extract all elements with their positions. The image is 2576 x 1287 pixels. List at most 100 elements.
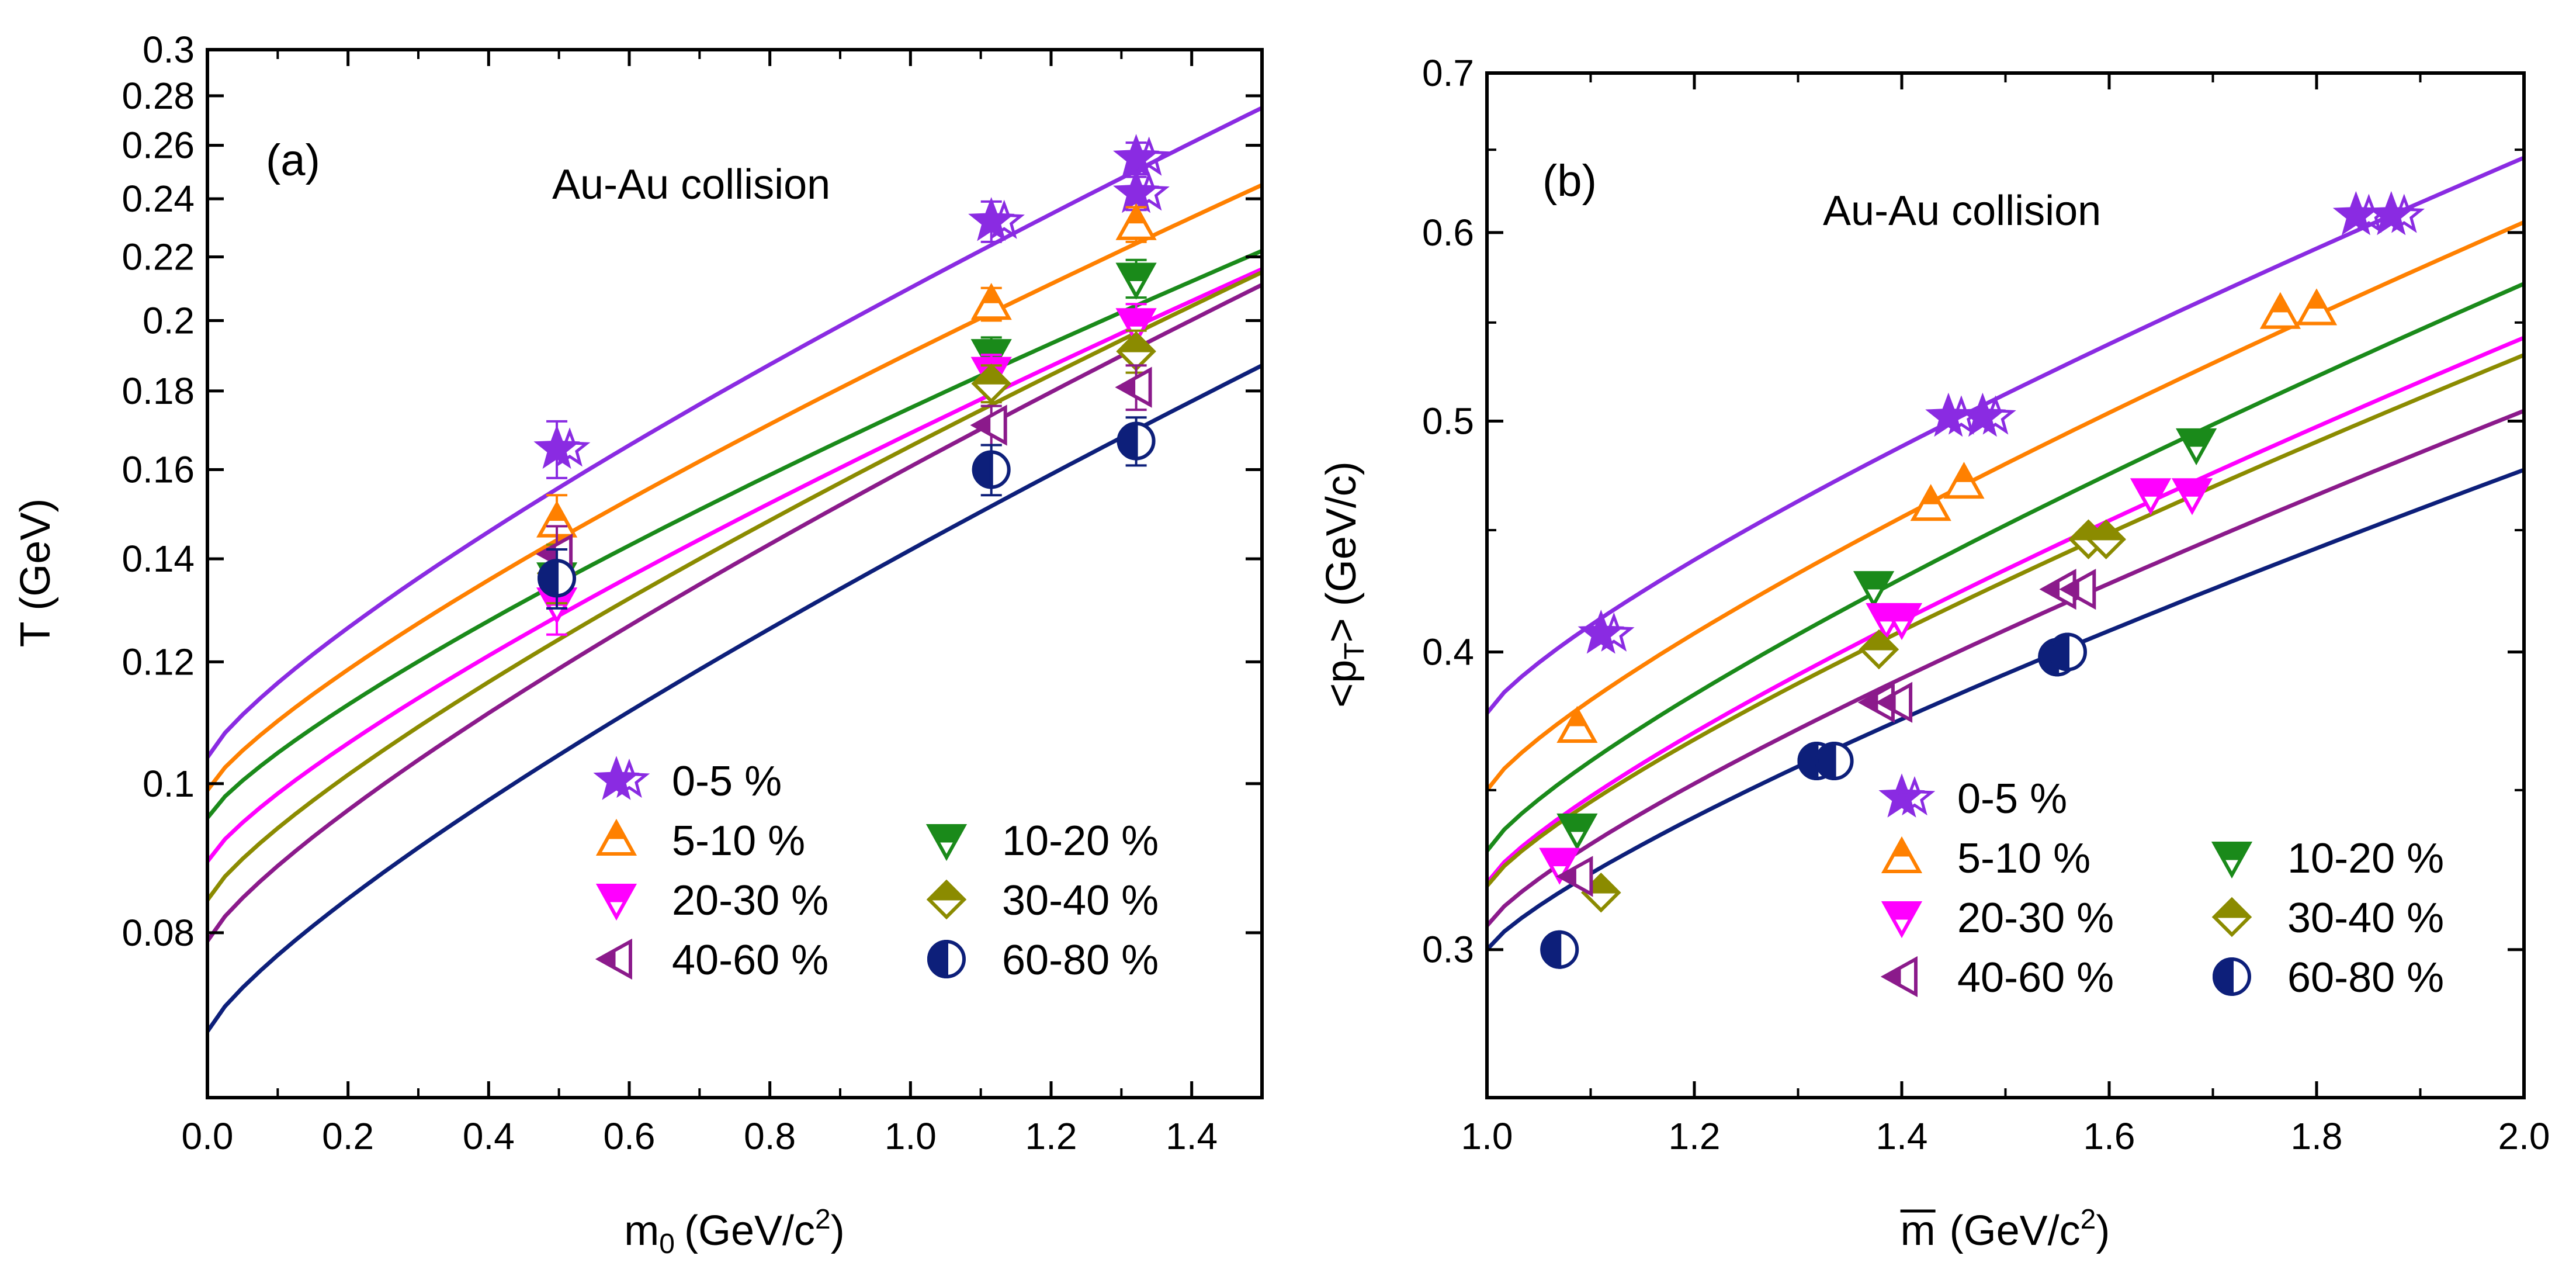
panel-a-data-point-shape-half	[1117, 263, 1156, 281]
panel-a-legend-label: 40-60 %	[672, 937, 828, 984]
panel-a-xtick-label: 0.6	[604, 1115, 656, 1157]
panel-b-data-point	[2176, 428, 2217, 466]
panel-b-data-point-shape-half	[2041, 578, 2060, 601]
panel-a-data-point	[970, 283, 1012, 320]
panel-b-legend-label: 0-5 %	[1957, 776, 2067, 822]
panel-a-legend-marker	[925, 824, 968, 862]
panel-a-xtick-label: 0.2	[322, 1115, 374, 1157]
panel-a-x-axis-title: m0 (GeV/c2)	[624, 1204, 844, 1260]
panel-a-data-point-shape-half	[1117, 421, 1138, 461]
panel-a-ytick-label: 0.16	[122, 449, 195, 491]
panel-a-data-point	[971, 364, 1011, 404]
panel-a-legend: 0-5 % 5-10 % 10-20 % 20-30 % 30-40 % 40-60 % 6…	[593, 756, 1159, 984]
panel-b-data-point	[1556, 856, 1593, 897]
panel-a-data-point-shape-open	[1128, 136, 1170, 176]
panel-b-label: (b)	[1542, 156, 1597, 206]
panel-b-xtick-label: 1.8	[2291, 1115, 2343, 1157]
panel-b-data-point-shape-half	[1921, 485, 1940, 504]
panel-b-data-point-shape-half	[1797, 741, 1819, 781]
panel-a-data-point	[1115, 203, 1157, 240]
panel-a-xtick-label: 0.8	[744, 1115, 796, 1157]
panel-a-label: (a)	[266, 136, 320, 185]
panel-b-data-point-shape-half	[1568, 707, 1587, 726]
panel-a-data-point	[1112, 168, 1170, 213]
panel-a-legend-marker	[926, 879, 967, 920]
panel-a-legend-marker-shape-open	[608, 758, 650, 798]
panel-a-fit-line	[206, 283, 1263, 943]
panel-b-data-point-shape-half	[2048, 632, 2069, 672]
panel-a-data-point-shape-half	[1117, 309, 1156, 327]
panel-b-xtick-label: 1.0	[1461, 1115, 1513, 1157]
panel-b-data-point	[2059, 569, 2096, 610]
panel-a-y-axis-title: T (GeV)	[12, 499, 59, 648]
panel-a-data-point	[1116, 331, 1156, 372]
panel-b-xtick-label: 2.0	[2498, 1115, 2550, 1157]
panel-b-data-point-shape-half	[2270, 293, 2290, 313]
panel-b-data-point-shape-half	[2131, 479, 2170, 497]
panel-a-data-point-shape-half	[972, 450, 993, 489]
panel-b-data-point-shape-half	[1954, 463, 1974, 482]
panel-b-data-point	[2171, 478, 2213, 516]
panel-a-data-point	[970, 404, 1007, 446]
panel-a-fit-line	[206, 248, 1263, 819]
panel-b-data-point	[1556, 813, 1598, 851]
panel-a-legend-marker	[595, 818, 637, 856]
panel-b-data-point-shape-half	[1540, 930, 1562, 969]
panel-a-ytick-label: 0.26	[122, 124, 195, 167]
panel-a-data-point-shape-open	[549, 427, 591, 467]
panel-a-data-point-shape-half	[538, 559, 559, 598]
panel-a-legend-marker	[593, 756, 650, 800]
panel-b-data-point	[1910, 484, 1951, 521]
panel-b-legend-label: 5-10 %	[1957, 835, 2090, 882]
panel-b-fit-line	[1485, 409, 2525, 928]
panel-a-xtick-label: 1.0	[885, 1115, 937, 1157]
panel-a: 0.0 0.2 0.4 0.6 0.8 1.0 1.2 1.4 0.08 0.1 0.12 0.14 0…	[12, 29, 1264, 1260]
panel-a-data-point	[533, 424, 591, 469]
panel-b-legend-label: 20-30 %	[1957, 895, 2114, 942]
panel-b-xtick-label: 1.2	[1669, 1115, 1721, 1157]
panel-b: 1.0 1.2 1.4 1.6 1.8 2.0 0.3 0.4 0.5 0.6 0.7 (b) Au…	[1318, 52, 2550, 1254]
panel-b-data-point-shape-half	[1815, 741, 1836, 781]
panel-b-legend-marker-shape-open	[1894, 776, 1936, 816]
panel-b-legend-marker-shape-half	[1882, 902, 1921, 920]
panel-b-data-point	[1815, 741, 1854, 781]
panel-b-data-point	[1881, 603, 1923, 641]
panel-b-legend-marker	[1880, 956, 1918, 998]
panel-a-legend-marker	[595, 884, 637, 921]
panel-b-data-point-shape-half	[1854, 572, 1893, 590]
panel-a-data-point	[1115, 262, 1157, 300]
panel-b-ytick-label: 0.4	[1422, 631, 1474, 673]
panel-a-ytick-label: 0.3	[143, 29, 195, 71]
panel-a-annotation: Au-Au collision	[552, 161, 830, 208]
panel-b-fit-line	[1485, 468, 2525, 952]
panel-b-data-point-shape-half	[2307, 290, 2326, 309]
panel-a-legend-marker-shape-half	[597, 884, 636, 902]
panel-a-data-point-shape-half	[547, 502, 566, 521]
panel-b-legend-marker-shape-half	[1882, 965, 1901, 988]
panel-a-legend-marker	[927, 939, 966, 979]
panel-b-data-point-shape-open	[1975, 395, 2016, 435]
panel-a-legend-marker-shape-half	[597, 947, 616, 971]
panel-b-data-point-shape-half	[1882, 604, 1921, 622]
panel-a-data-point-shape-half	[1117, 376, 1136, 399]
panel-b-legend-marker-shape-half	[2213, 842, 2251, 860]
panel-b-data-point-shape-half	[1558, 814, 1596, 832]
panel-a-ytick-label: 0.1	[143, 763, 195, 805]
panel-b-data-point	[1959, 392, 2016, 437]
panel-a-legend-label: 0-5 %	[672, 758, 782, 805]
panel-b-data-point	[2086, 519, 2126, 560]
panel-a-data-point-shape-open	[1128, 171, 1170, 211]
panel-a-fit-line	[206, 267, 1263, 863]
panel-a-ytick-label: 0.24	[122, 178, 195, 220]
panel-b-data-point	[1859, 629, 1899, 670]
panel-b-legend-label: 40-60 %	[1957, 954, 2114, 1001]
panel-a-data-point-shape-half	[972, 414, 991, 437]
panel-b-data-point-shape-half	[1859, 630, 1899, 651]
panel-b-legend-marker	[1881, 901, 1923, 939]
panel-a-data-point-shape-open	[983, 199, 1025, 239]
panel-b-data-point-shape-half	[1558, 865, 1576, 888]
panel-a-legend-marker-shape-half	[927, 939, 948, 979]
panel-b-data-point	[1540, 930, 1579, 969]
panel-b-fit-line	[1485, 155, 2525, 715]
